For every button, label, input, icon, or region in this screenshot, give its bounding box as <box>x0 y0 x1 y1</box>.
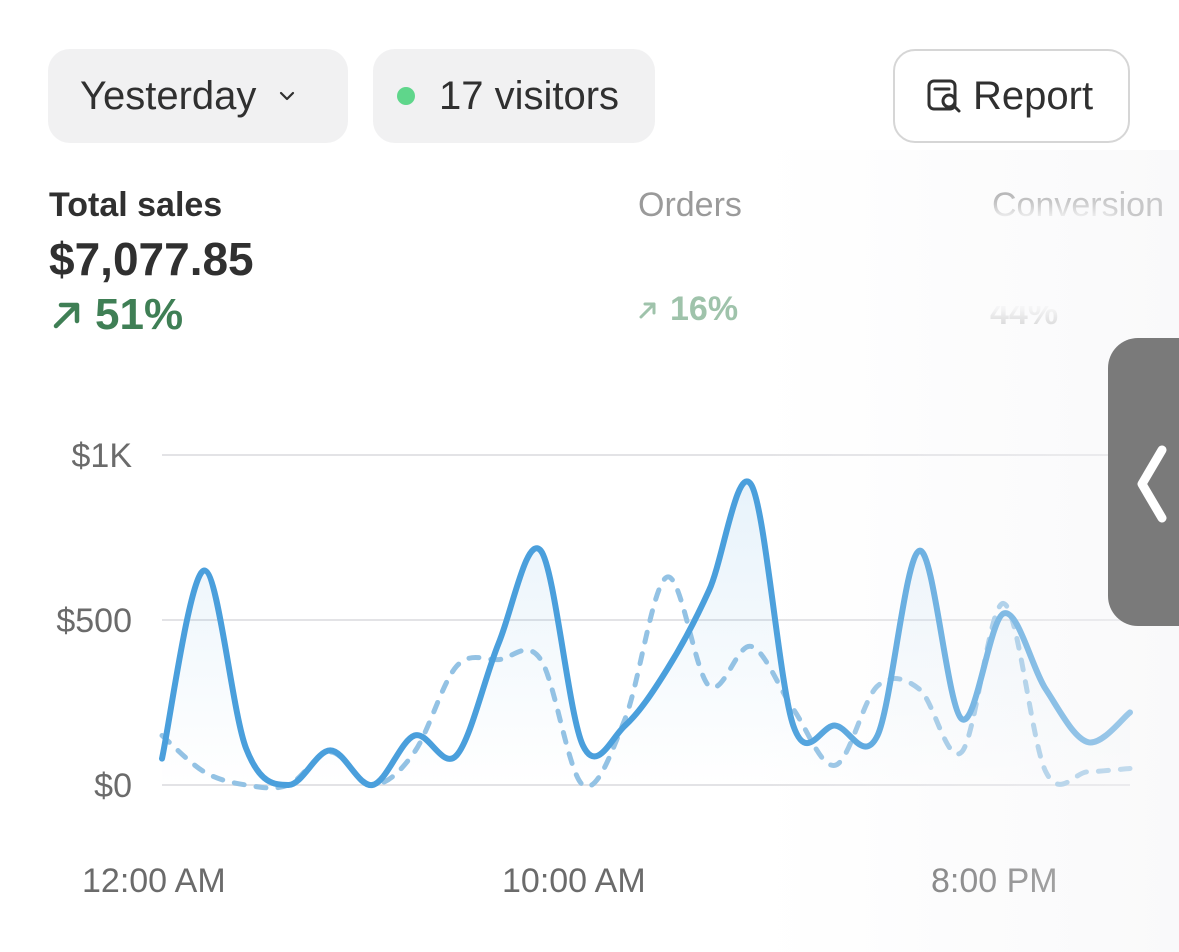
sales-data-point[interactable] <box>1124 706 1136 718</box>
sales-data-point[interactable] <box>451 749 463 761</box>
sales-data-point[interactable] <box>366 779 378 791</box>
arrow-up-right-icon <box>639 302 656 318</box>
sales-data-point[interactable] <box>324 744 336 756</box>
chevron-down-icon <box>280 91 295 101</box>
y-tick-label: $500 <box>56 602 132 640</box>
orders-label[interactable]: Orders <box>638 186 742 224</box>
sales-data-point[interactable] <box>998 607 1010 619</box>
sales-data-point[interactable] <box>829 720 841 732</box>
sales-data-point[interactable] <box>282 779 294 791</box>
report-label: Report <box>973 73 1094 118</box>
sales-data-point[interactable] <box>661 664 673 676</box>
y-tick-label: $1K <box>71 437 133 475</box>
sales-data-point[interactable] <box>535 545 547 557</box>
visitors-count: 17 visitors <box>439 73 620 118</box>
sales-data-point[interactable] <box>1082 736 1094 748</box>
sales-data-point[interactable] <box>787 720 799 732</box>
sales-data-point[interactable] <box>914 545 926 557</box>
sales-data-point[interactable] <box>240 743 252 755</box>
x-tick-label: 8:00 PM <box>931 862 1058 900</box>
orders-change-value: 16% <box>670 290 739 328</box>
side-panel-tab[interactable] <box>1108 338 1179 626</box>
date-range-label: Yesterday <box>80 73 257 118</box>
sales-data-point[interactable] <box>577 739 589 751</box>
sales-data-point[interactable] <box>409 730 421 742</box>
report-button[interactable]: Report <box>893 49 1130 143</box>
sales-data-point[interactable] <box>619 720 631 732</box>
total-sales-value: $7,077.85 <box>49 233 254 285</box>
total-sales-change-value: 51% <box>95 290 184 339</box>
date-range-select[interactable]: Yesterday <box>48 49 348 143</box>
sales-data-point[interactable] <box>703 584 715 596</box>
sales-data-point[interactable] <box>956 713 968 725</box>
x-tick-label: 10:00 AM <box>502 862 646 900</box>
total-sales-label[interactable]: Total sales <box>49 186 223 224</box>
orders-change: 16% <box>638 290 738 329</box>
y-tick-label: $0 <box>94 767 132 805</box>
live-dot-icon <box>397 87 415 105</box>
sales-data-point[interactable] <box>493 637 505 649</box>
sales-data-point[interactable] <box>198 565 210 577</box>
report-icon <box>927 79 961 113</box>
sales-data-point[interactable] <box>871 730 883 742</box>
live-visitors-badge[interactable]: 17 visitors <box>373 49 655 143</box>
collapse-chevron-left-icon <box>1137 445 1167 523</box>
x-tick-label: 12:00 AM <box>82 862 226 900</box>
sales-data-point[interactable] <box>745 479 757 491</box>
sales-data-point[interactable] <box>156 753 168 765</box>
arrow-up-right-icon <box>53 302 80 329</box>
total-sales-change: 51% <box>49 290 183 340</box>
sales-data-point[interactable] <box>1040 683 1052 695</box>
